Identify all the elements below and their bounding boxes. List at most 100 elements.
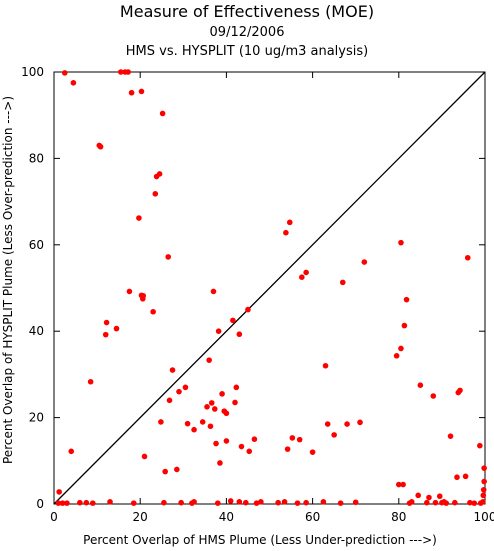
data-point: [213, 440, 219, 447]
data-point: [207, 423, 214, 430]
data-point: [113, 325, 120, 332]
data-point: [217, 460, 223, 466]
data-point: [55, 500, 62, 506]
data-point: [357, 419, 363, 426]
data-point: [206, 357, 212, 363]
data-point: [393, 353, 400, 359]
x-tick-label: 100: [474, 510, 494, 524]
data-point: [223, 438, 230, 444]
data-point: [204, 404, 210, 410]
x-tick-label: 0: [50, 510, 58, 524]
data-point: [238, 443, 245, 450]
data-point: [141, 453, 148, 460]
data-point: [457, 387, 463, 394]
data-point: [162, 468, 168, 475]
chart-date-subtitle: 09/12/2006: [210, 25, 285, 40]
data-point: [324, 421, 331, 427]
data-point: [136, 215, 142, 221]
data-point: [214, 500, 221, 506]
x-tick-label: 40: [219, 510, 234, 524]
y-axis-label: Percent Overlap of HYSPLIT Plume (Less O…: [1, 96, 15, 464]
data-point: [223, 410, 230, 417]
data-point: [103, 319, 110, 326]
data-point: [331, 432, 337, 438]
data-point: [159, 110, 166, 117]
data-point: [481, 465, 487, 471]
data-point: [210, 288, 217, 295]
data-point: [398, 239, 404, 246]
data-point: [464, 254, 471, 261]
data-point: [199, 419, 206, 425]
data-point: [352, 499, 359, 506]
data-point: [480, 486, 487, 493]
data-point: [64, 500, 70, 506]
data-point: [417, 382, 424, 389]
data-point: [178, 499, 184, 506]
data-point: [296, 436, 303, 443]
data-point: [289, 435, 296, 441]
data-point: [56, 489, 62, 495]
data-point: [403, 296, 410, 303]
data-point: [140, 292, 147, 299]
y-tick-label: 60: [29, 238, 44, 252]
data-point: [227, 498, 234, 504]
data-point: [281, 499, 288, 505]
y-tick-label: 40: [29, 324, 44, 338]
data-point: [481, 478, 487, 485]
data-point: [70, 80, 77, 86]
data-point: [467, 499, 473, 506]
data-point: [245, 306, 251, 313]
data-point: [401, 322, 408, 329]
data-point: [233, 384, 240, 391]
data-point: [215, 328, 222, 335]
data-point: [208, 400, 215, 406]
x-axis-label: Percent Overlap of HMS Plume (Less Under…: [83, 533, 437, 547]
data-point: [408, 499, 415, 505]
data-point: [361, 259, 368, 265]
data-point: [219, 391, 225, 397]
data-point: [246, 448, 253, 455]
y-tick-label: 20: [29, 411, 44, 425]
data-point: [152, 191, 159, 197]
data-point: [236, 499, 243, 505]
data-point: [337, 500, 344, 506]
data-point: [424, 499, 430, 506]
y-tick-label: 0: [36, 497, 44, 511]
data-point: [126, 288, 133, 295]
data-point: [165, 254, 172, 260]
data-point: [454, 474, 460, 481]
data-point: [107, 499, 113, 505]
data-point: [480, 492, 487, 499]
data-point: [59, 500, 66, 506]
data-point: [230, 317, 236, 324]
data-point: [432, 499, 439, 506]
y-tick-label: 80: [29, 151, 44, 165]
data-point: [118, 69, 124, 75]
data-point: [232, 399, 238, 406]
data-point: [130, 500, 137, 506]
data-point: [447, 433, 454, 439]
data-point: [320, 499, 327, 505]
data-point: [236, 331, 243, 338]
data-point: [426, 494, 432, 501]
y-tick-label: 100: [21, 65, 44, 79]
data-point: [89, 500, 96, 506]
data-point: [161, 499, 167, 506]
data-point: [156, 171, 163, 177]
data-point: [150, 308, 156, 315]
plot-frame: [53, 71, 486, 505]
data-point: [398, 345, 404, 352]
reference-line-layer: [53, 71, 486, 505]
data-point: [97, 143, 104, 150]
data-point: [166, 397, 173, 404]
data-point: [182, 384, 189, 391]
data-point: [128, 89, 135, 96]
data-point: [191, 499, 197, 505]
data-point: [430, 393, 437, 399]
data-point: [322, 362, 329, 369]
chart-comparison-subtitle: HMS vs. HYSPLIT (10 ug/m3 analysis): [126, 44, 368, 59]
x-tick-label: 60: [305, 510, 320, 524]
data-point: [125, 69, 131, 75]
data-point: [471, 500, 478, 506]
